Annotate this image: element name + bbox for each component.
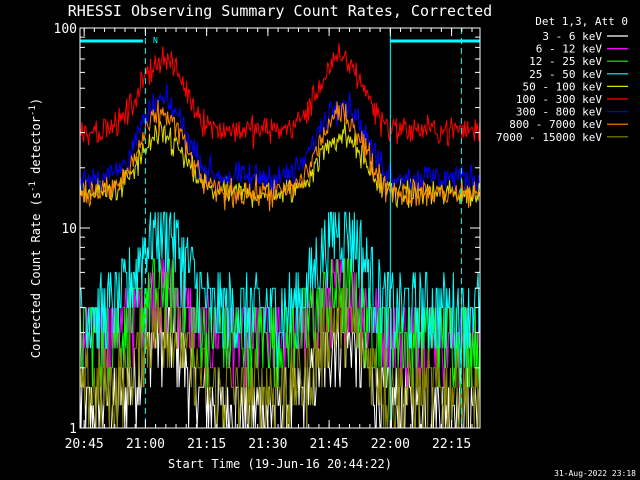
legend-title: Det 1,3, Att 0 bbox=[535, 15, 628, 28]
series-layer bbox=[79, 43, 481, 429]
y-tick-label-0: 1 bbox=[69, 422, 77, 437]
y-axis-label-end: ) bbox=[29, 98, 43, 105]
series-line-300-800-kev bbox=[79, 84, 481, 197]
legend-label-2: 12 - 25 keV bbox=[529, 55, 602, 68]
x-tick-label-5: 22:00 bbox=[371, 437, 410, 452]
series-line-50-100-kev bbox=[79, 120, 481, 209]
y-axis-label-mid: detector bbox=[29, 116, 43, 181]
y-tick-label-2: 100 bbox=[54, 22, 77, 37]
series-line-7000-15000-kev bbox=[79, 287, 481, 429]
series-line-100-300-kev bbox=[79, 43, 481, 150]
legend-label-4: 50 - 100 keV bbox=[523, 80, 603, 93]
legend-label-0: 3 - 6 keV bbox=[542, 30, 602, 43]
flag-letter: N bbox=[153, 36, 158, 45]
legend-label-6: 300 - 800 keV bbox=[516, 106, 602, 119]
x-tick-label-6: 22:15 bbox=[432, 437, 471, 452]
series-line-800-7000-kev bbox=[79, 100, 481, 212]
series-line-12-25-kev bbox=[79, 258, 481, 388]
x-tick-label-3: 21:30 bbox=[248, 437, 287, 452]
y-axis-label-sup2: -1 bbox=[28, 105, 38, 116]
x-axis-label: Start Time (19-Jun-16 20:44:22) bbox=[168, 457, 392, 471]
x-tick-label-4: 21:45 bbox=[310, 437, 349, 452]
y-axis-label-main: Corrected Count Rate (s bbox=[29, 192, 43, 358]
legend-label-1: 6 - 12 keV bbox=[536, 43, 603, 56]
x-tick-label-0: 20:45 bbox=[65, 437, 104, 452]
footer-timestamp: 31-Aug-2022 23:18 bbox=[554, 469, 636, 478]
y-axis-label-sup1: -1 bbox=[28, 181, 38, 192]
legend-label-3: 25 - 50 keV bbox=[529, 68, 602, 81]
x-tick-label-2: 21:15 bbox=[187, 437, 226, 452]
series-line-25-50-kev bbox=[80, 211, 481, 368]
legend-label-5: 100 - 300 keV bbox=[516, 93, 602, 106]
legend-label-7: 800 - 7000 keV bbox=[509, 118, 602, 131]
legend-label-8: 7000 - 15000 keV bbox=[496, 131, 602, 144]
chart-title: RHESSI Observing Summary Count Rates, Co… bbox=[68, 2, 492, 20]
y-axis-label: Corrected Count Rate (s-1 detector-1) bbox=[28, 98, 43, 358]
y-tick-label-1: 10 bbox=[61, 222, 77, 237]
x-tick-label-1: 21:00 bbox=[126, 437, 165, 452]
axis-layer: 20:45 21:00 21:15 21:30 21:45 22:00 22:15 1 10 10… bbox=[54, 22, 480, 452]
